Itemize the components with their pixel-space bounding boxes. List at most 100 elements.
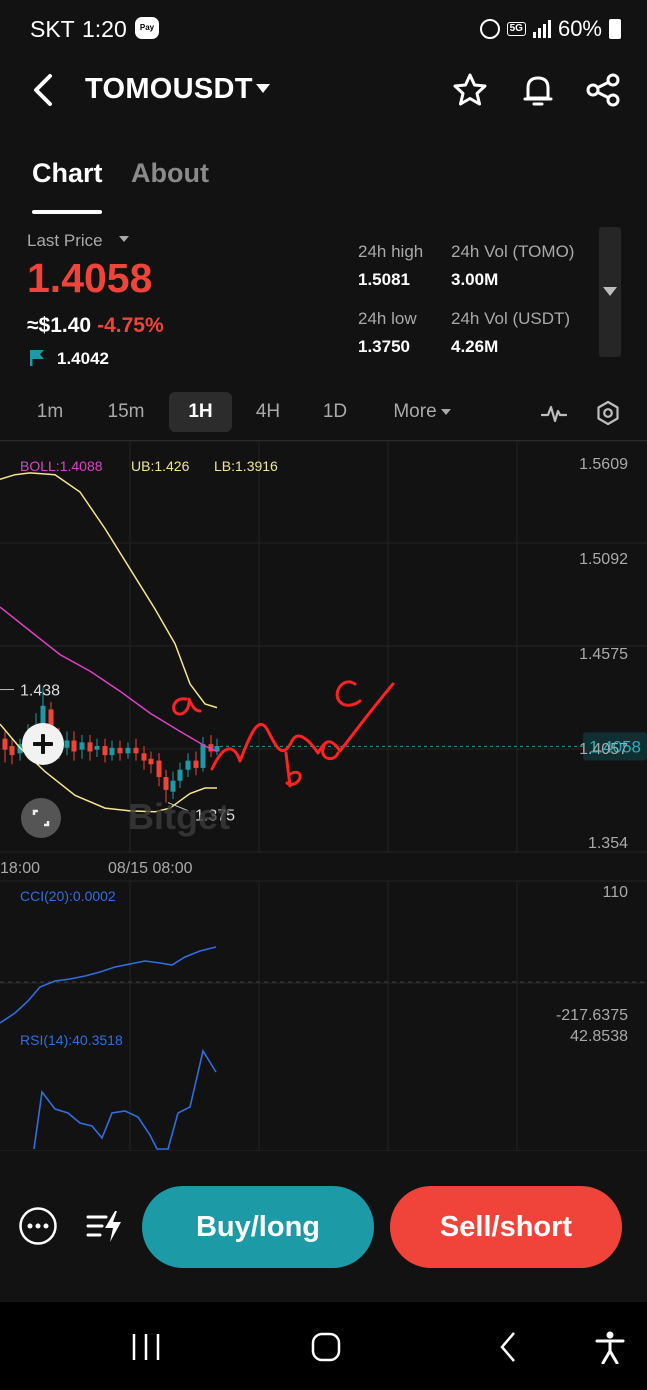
boll-upper-band	[0, 472, 218, 709]
system-nav-bar	[0, 1302, 647, 1390]
cci-axis-bottom: -217.6375	[556, 1007, 628, 1024]
share-icon[interactable]	[585, 72, 621, 108]
candle-body	[64, 740, 70, 748]
pair-title[interactable]: TOMOUSDT	[85, 73, 253, 105]
stat-value: 4.26M	[451, 337, 499, 356]
carrier-label: SKT	[30, 16, 75, 42]
stat-label: 24h low	[358, 309, 417, 328]
interval-1m[interactable]: 1m	[36, 401, 64, 422]
tab-chart[interactable]: Chart	[32, 158, 103, 188]
rsi-axis-top: 42.8538	[570, 1028, 628, 1045]
candle-body	[163, 777, 169, 790]
flag-icon	[30, 350, 44, 366]
high-marker-label: 1.438	[20, 683, 60, 700]
more-icon[interactable]	[18, 1206, 58, 1246]
interval-4h[interactable]: 4H	[255, 401, 281, 422]
bell-icon[interactable]	[520, 72, 556, 108]
interval-1d[interactable]: 1D	[322, 401, 348, 422]
indicator-icon[interactable]	[541, 400, 567, 426]
last-price-label[interactable]: Last Price	[27, 231, 103, 250]
handwritten-annotation	[172, 680, 395, 788]
system-back-icon[interactable]	[490, 1330, 526, 1364]
current-price-tag: 1.4058	[589, 737, 641, 756]
candle-body	[94, 745, 100, 750]
pair-dropdown-icon[interactable]	[256, 84, 270, 93]
interval-more-label: More	[393, 401, 437, 422]
handwritten-letter-c	[335, 680, 362, 707]
cci-label: CCI(20):0.0002	[20, 888, 116, 904]
interval-bar: 1m 15m 1H 4H 1D More	[0, 392, 647, 432]
time-axis-label: 18:00	[0, 860, 40, 877]
buy-long-button[interactable]: Buy/long	[142, 1186, 374, 1268]
approx-usd: ≈$1.40	[27, 314, 92, 337]
candle-body	[79, 742, 85, 750]
stat-label: 24h high	[358, 242, 424, 261]
star-icon[interactable]	[452, 72, 488, 108]
cci-line	[0, 946, 217, 1024]
price-summary: Last Price 1.4058 ≈$1.40 -4.75% 1.4042 24…	[0, 225, 647, 375]
accessibility-icon[interactable]	[592, 1330, 628, 1364]
price-type-dropdown-icon[interactable]	[119, 236, 129, 242]
price-approx: ≈$1.40 -4.75%	[27, 314, 164, 338]
boll-mid-band	[0, 606, 218, 753]
lb-label: LB:1.3916	[214, 458, 278, 474]
candle-body	[141, 753, 147, 761]
recents-icon[interactable]	[128, 1330, 164, 1364]
tab-active-indicator	[32, 210, 102, 214]
candle-body	[185, 760, 191, 770]
settings-icon[interactable]	[595, 400, 621, 426]
last-price: 1.4058	[27, 255, 153, 301]
price-axis-label: 1.4057	[579, 741, 628, 758]
chart-overlays: 1.4058	[0, 472, 647, 1150]
fullscreen-button[interactable]	[21, 798, 61, 838]
candle-body	[156, 760, 162, 778]
candle-body	[2, 738, 8, 750]
candle-body	[9, 745, 15, 756]
candle-body	[102, 745, 108, 756]
stats-expand-toggle[interactable]	[599, 227, 621, 357]
low-marker-line	[167, 802, 189, 812]
expand-icon	[32, 809, 50, 827]
current-price-tag-bg	[583, 732, 647, 761]
handwritten-letter-b	[284, 751, 302, 788]
handwritten-stroke	[321, 744, 340, 761]
candle-body	[117, 747, 123, 754]
alarm-icon	[479, 19, 500, 39]
boll-label: BOLL:1.4088	[20, 458, 103, 474]
candle-body	[87, 742, 93, 752]
interval-1h[interactable]: 1H	[169, 392, 232, 432]
add-crosshair-button[interactable]	[22, 723, 64, 765]
interval-more[interactable]: More	[380, 392, 464, 432]
mark-price: 1.4042	[57, 349, 109, 368]
home-icon[interactable]	[308, 1330, 344, 1364]
watermark: Bitget	[128, 796, 230, 837]
interval-15m[interactable]: 15m	[107, 401, 145, 422]
candle-body	[125, 747, 131, 754]
price-axis-label: 1.4575	[579, 646, 628, 663]
price-chart[interactable]: 1.4058 1.5609 1.5092 1.4575 1.4057 1.354 18:0…	[0, 441, 647, 1151]
candle-body	[177, 769, 183, 781]
network-type: 5G	[506, 22, 526, 36]
tab-bar: Chart About	[0, 150, 647, 220]
chevron-down-icon	[603, 287, 617, 296]
status-indicators: 5G 60%	[479, 16, 621, 42]
price-axis-label: 1.5609	[579, 456, 628, 473]
back-icon[interactable]	[28, 72, 60, 108]
stat-label: 24h Vol (USDT)	[451, 309, 571, 328]
pay-icon: Pay	[135, 17, 159, 39]
candle-body	[133, 747, 139, 754]
chart-labels: 1.5609 1.5092 1.4575 1.4057 1.354 18:00 08/15 …	[0, 456, 628, 1048]
stat-24h-vol-quote: 24h Vol (USDT) 4.26M	[451, 309, 570, 357]
tab-about[interactable]: About	[131, 158, 209, 188]
stat-label: 24h Vol (TOMO)	[451, 242, 575, 261]
stat-24h-high: 24h high 1.5081	[358, 242, 423, 290]
price-axis-label: 1.354	[588, 835, 628, 852]
nav-header: TOMOUSDT	[0, 58, 647, 124]
candle-body	[200, 744, 206, 768]
rsi-line	[33, 1048, 217, 1150]
quick-trade-icon[interactable]	[86, 1208, 124, 1244]
status-time: 1:20	[82, 16, 127, 42]
chevron-down-icon	[440, 408, 451, 415]
candle-body	[71, 740, 77, 752]
sell-short-button[interactable]: Sell/short	[390, 1186, 622, 1268]
